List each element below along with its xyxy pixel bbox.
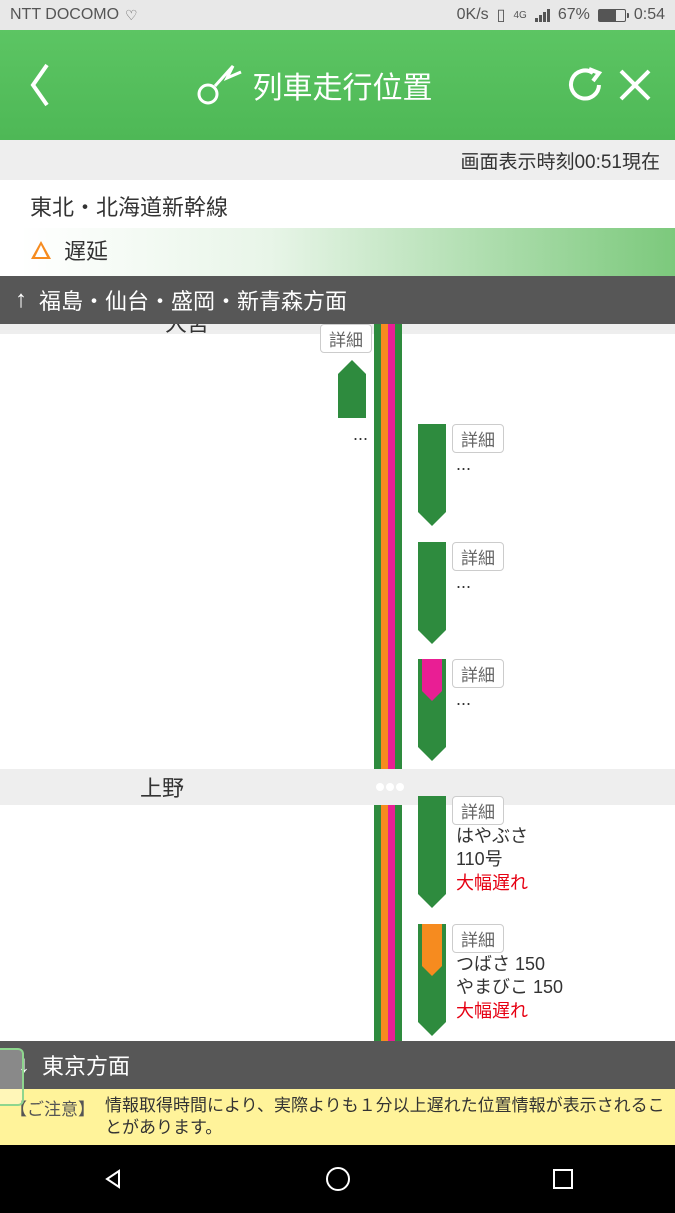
timestamp-label: 画面表示時刻00:51現在 <box>460 147 660 174</box>
status-bar: NTT DOCOMO ♡ 0K/s ▯ 4G 67% 0:54 <box>0 0 675 30</box>
delay-label: 遅延 <box>64 234 108 266</box>
station-name: 上野 <box>140 771 184 803</box>
train-down-1[interactable]: 詳細 ... <box>412 424 504 529</box>
train-line: ... <box>456 571 504 594</box>
page-title: 列車走行位置 <box>65 56 560 114</box>
battery-pct-label: 67% <box>558 6 590 24</box>
detail-button[interactable]: 詳細 <box>452 424 504 453</box>
refresh-button[interactable] <box>560 63 610 107</box>
clock-label: 0:54 <box>634 6 665 24</box>
direction-up-label: 福島・仙台・盛岡・新青森方面 <box>39 284 347 316</box>
nav-recents-button[interactable] <box>543 1159 583 1199</box>
direction-down-bar: ↓ 東京方面 <box>0 1041 675 1089</box>
status-right: 0K/s ▯ 4G 67% 0:54 <box>457 5 665 25</box>
station-row-ueno[interactable]: 上野 <box>0 769 675 805</box>
battery-icon <box>598 9 626 22</box>
train-delay-label: 大幅遅れ <box>456 1000 563 1023</box>
detail-button[interactable]: 詳細 <box>452 542 504 571</box>
train-delay-label: 大幅遅れ <box>456 872 528 895</box>
app-header: 列車走行位置 <box>0 30 675 140</box>
train-arrow-down-icon <box>412 924 452 1039</box>
side-tab-handle[interactable] <box>0 1048 24 1106</box>
train-line: やまびこ 150 <box>456 976 563 999</box>
train-line: 110号 <box>456 848 528 871</box>
direction-up-bar: ↑ 福島・仙台・盛岡・新青森方面 <box>0 276 675 324</box>
nav-home-button[interactable] <box>318 1159 358 1199</box>
signal-icon <box>535 9 550 22</box>
train-up-1[interactable]: 詳細 ... <box>290 324 372 446</box>
train-info: つばさ 150 やまびこ 150 大幅遅れ <box>452 953 563 1023</box>
track-line-orange <box>381 324 388 1089</box>
detail-button[interactable]: 詳細 <box>320 324 372 353</box>
track-line-green2 <box>395 324 402 1089</box>
detail-button[interactable]: 詳細 <box>452 924 504 953</box>
battery-fill <box>599 10 616 21</box>
title-text: 列車走行位置 <box>253 63 433 107</box>
train-info: ... <box>452 571 504 594</box>
carrier-label: NTT DOCOMO <box>10 6 119 24</box>
train-info: はやぶさ 110号 大幅遅れ <box>452 825 528 895</box>
detail-button[interactable]: 詳細 <box>452 659 504 688</box>
network-type-label: 4G <box>513 10 526 21</box>
train-arrow-down-icon <box>412 796 452 911</box>
track-lines <box>374 324 402 1089</box>
notice-bar: 【ご注意】 情報取得時間により、実際よりも１分以上遅れた位置情報が表示されること… <box>0 1089 675 1145</box>
heart-icon: ♡ <box>125 7 138 24</box>
line-name-row: 東北・北海道新幹線 <box>0 180 675 228</box>
train-info: ... <box>349 423 372 446</box>
train-arrow-down-icon <box>412 542 452 647</box>
direction-down-label: 東京方面 <box>42 1049 130 1081</box>
train-line: ... <box>456 453 504 476</box>
train-down-4[interactable]: 詳細 はやぶさ 110号 大幅遅れ <box>412 796 528 911</box>
detail-button[interactable]: 詳細 <box>452 796 504 825</box>
notice-text: 情報取得時間により、実際よりも１分以上遅れた位置情報が表示されることがあります。 <box>95 1095 665 1139</box>
warning-triangle-icon <box>30 239 52 261</box>
train-down-3[interactable]: 詳細 ... <box>412 659 504 764</box>
train-info: ... <box>452 688 504 711</box>
system-nav-bar <box>0 1145 675 1213</box>
train-down-5[interactable]: 詳細 つばさ 150 やまびこ 150 大幅遅れ <box>412 924 563 1039</box>
timestamp-bar: 画面表示時刻00:51現在 <box>0 140 675 180</box>
track-line-pink <box>388 324 395 1089</box>
train-arrow-up-icon <box>332 353 372 423</box>
train-line: ... <box>353 423 368 446</box>
vibrate-icon: ▯ <box>497 5 506 25</box>
station-dots-icon <box>374 783 404 791</box>
train-down-2[interactable]: 詳細 ... <box>412 542 504 647</box>
delay-status-bar: 遅延 <box>0 228 675 276</box>
line-name-label: 東北・北海道新幹線 <box>30 195 228 220</box>
track-line-green1 <box>374 324 381 1089</box>
train-arrow-down-icon <box>412 424 452 529</box>
arrow-up-icon: ↑ <box>15 286 27 314</box>
nav-back-button[interactable] <box>93 1159 133 1199</box>
netspeed-label: 0K/s <box>457 6 489 24</box>
train-line: はやぶさ <box>456 825 528 848</box>
train-line: ... <box>456 688 504 711</box>
train-line: つばさ 150 <box>456 953 563 976</box>
back-button[interactable] <box>15 60 65 110</box>
track-area[interactable]: 大宮 詳細 ... 上野 詳細 ... 詳細 <box>0 324 675 1089</box>
status-left: NTT DOCOMO ♡ <box>10 6 138 24</box>
close-button[interactable] <box>610 65 660 105</box>
train-arrow-down-icon <box>412 659 452 764</box>
train-logo-icon <box>193 56 243 114</box>
train-info: ... <box>452 453 504 476</box>
